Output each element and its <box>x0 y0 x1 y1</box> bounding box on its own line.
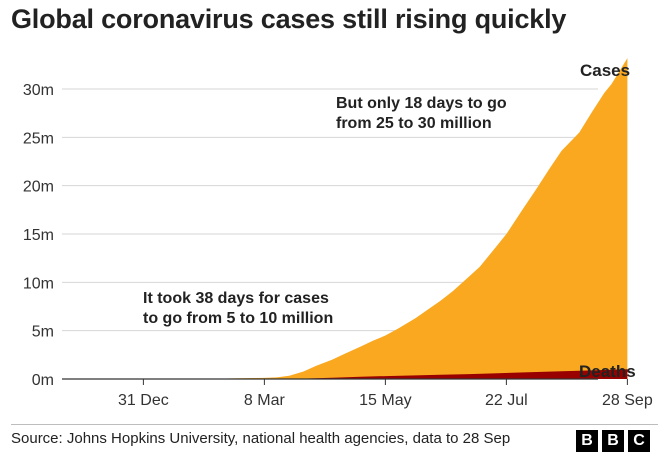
bbc-logo: B B C <box>576 430 650 452</box>
annotation-line: But only 18 days to go <box>336 95 507 112</box>
y-tick-label: 30m <box>23 82 54 99</box>
annotation-line: to go from 5 to 10 million <box>143 310 333 327</box>
x-tick-label: 8 Mar <box>244 392 286 409</box>
series-area-deaths <box>143 369 628 379</box>
series-label-cases: Cases <box>580 61 630 80</box>
chart-title: Global coronavirus cases still rising qu… <box>11 4 567 34</box>
logo-letter-3: C <box>628 430 650 452</box>
x-tick-label: 31 Dec <box>118 392 169 409</box>
series-label-deaths: Deaths <box>579 362 636 381</box>
x-tick-label: 28 Sep <box>602 392 653 409</box>
y-tick-label: 20m <box>23 179 54 196</box>
y-tick-label: 5m <box>32 324 54 341</box>
y-tick-label: 25m <box>23 130 54 147</box>
y-tick-label: 0m <box>32 372 54 389</box>
annotation-line: It took 38 days for cases <box>143 290 329 307</box>
logo-letter-1: B <box>576 430 598 452</box>
source-note: Source: Johns Hopkins University, nation… <box>11 430 511 447</box>
footer-divider <box>11 424 658 425</box>
logo-letter-2: B <box>602 430 624 452</box>
annotation-line: from 25 to 30 million <box>336 115 492 132</box>
y-tick-label: 15m <box>23 227 54 244</box>
x-tick-label: 22 Jul <box>485 392 528 409</box>
y-tick-label: 10m <box>23 275 54 292</box>
x-tick-label: 15 May <box>359 392 411 409</box>
series-area-cases <box>143 58 628 379</box>
